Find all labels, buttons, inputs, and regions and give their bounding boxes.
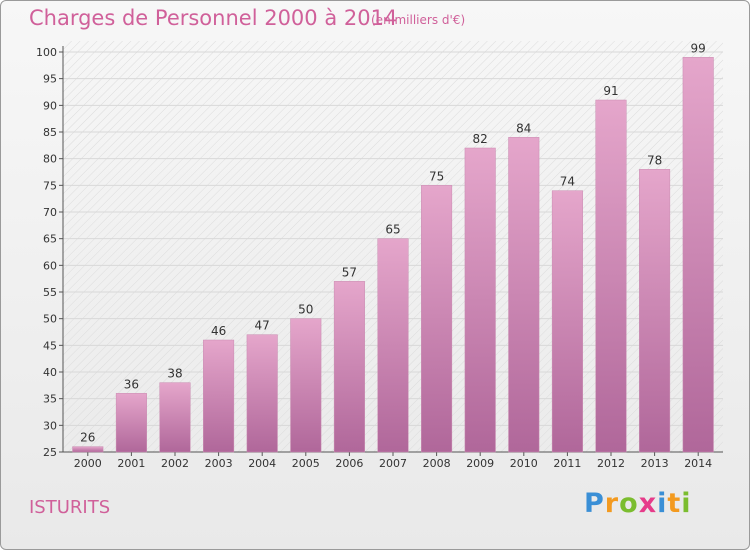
y-tick-label: 30	[43, 419, 57, 432]
x-tick-label: 2008	[423, 457, 451, 470]
data-label-2012: 91	[603, 84, 618, 98]
x-axis-ticks: 2000 2001 2002 2003 2004 2005 2006 2007 2008 2009…	[74, 457, 712, 470]
x-tick-label: 2005	[292, 457, 320, 470]
data-label-2014: 99	[691, 41, 706, 55]
bar-2009	[464, 147, 496, 453]
x-tick-label: 2002	[161, 457, 189, 470]
x-tick-label: 2011	[553, 457, 581, 470]
y-tick-label: 100	[36, 46, 57, 59]
chart-title: Charges de Personnel 2000 à 2014	[29, 6, 398, 30]
y-tick-label: 35	[43, 393, 57, 406]
bar-2013	[639, 169, 671, 453]
x-tick-label: 2001	[117, 457, 145, 470]
commune-name: ISTURITS	[29, 497, 111, 518]
data-label-2003: 46	[211, 324, 226, 338]
data-label-2000: 26	[80, 431, 95, 445]
x-tick-label: 2007	[379, 457, 407, 470]
x-tick-label: 2004	[248, 457, 276, 470]
x-tick-label: 2000	[74, 457, 102, 470]
data-label-2009: 82	[473, 132, 488, 146]
chart-subtitle: (en milliers d'€)	[371, 13, 466, 27]
x-tick-label: 2014	[684, 457, 712, 470]
data-labels: 26 36 38 46 47 50 57 65 75 82 84 74 91 78 99	[80, 41, 706, 444]
y-tick-label: 50	[43, 313, 57, 326]
y-tick-label: 40	[43, 366, 57, 379]
x-tick-label: 2013	[641, 457, 669, 470]
x-tick-label: 2012	[597, 457, 625, 470]
bar-2008	[421, 185, 453, 453]
y-axis-ticks: 25 30 35 40 45 50 55 60 65 70 75 80 85 90 95 100	[36, 46, 57, 459]
bar-2006	[333, 281, 365, 453]
data-label-2008: 75	[429, 169, 444, 183]
data-label-2011: 74	[560, 175, 575, 189]
bar-2007	[377, 238, 409, 453]
y-tick-label: 75	[43, 179, 57, 192]
data-label-2010: 84	[516, 121, 531, 135]
data-label-2002: 38	[167, 367, 182, 381]
y-tick-label: 85	[43, 126, 57, 139]
bar-2003	[203, 339, 235, 453]
data-label-2013: 78	[647, 153, 662, 167]
x-tick-label: 2006	[335, 457, 363, 470]
y-tick-label: 95	[43, 73, 57, 86]
data-label-2004: 47	[255, 319, 270, 333]
bar-2004	[246, 334, 278, 453]
bar-2012	[595, 99, 627, 453]
y-tick-label: 45	[43, 339, 57, 352]
y-tick-label: 90	[43, 99, 57, 112]
data-label-2001: 36	[124, 377, 139, 391]
data-label-2005: 50	[298, 303, 313, 317]
data-label-2007: 65	[385, 223, 400, 237]
y-tick-label: 80	[43, 153, 57, 166]
bar-2005	[290, 318, 322, 453]
y-tick-label: 65	[43, 233, 57, 246]
proxiti-logo: Proxiti	[584, 488, 692, 519]
y-tick-label: 25	[43, 446, 57, 459]
bar-2014	[682, 57, 714, 453]
x-tick-label: 2003	[205, 457, 233, 470]
bar-2001	[115, 393, 147, 453]
x-tick-label: 2009	[466, 457, 494, 470]
bar-2002	[159, 382, 191, 453]
y-tick-label: 70	[43, 206, 57, 219]
y-tick-label: 55	[43, 286, 57, 299]
data-label-2006: 57	[342, 265, 357, 279]
x-tick-label: 2010	[510, 457, 538, 470]
bars	[72, 57, 714, 453]
bar-2010	[508, 137, 540, 453]
bar-2011	[551, 190, 583, 453]
bar-2000	[72, 446, 104, 453]
y-tick-label: 60	[43, 259, 57, 272]
